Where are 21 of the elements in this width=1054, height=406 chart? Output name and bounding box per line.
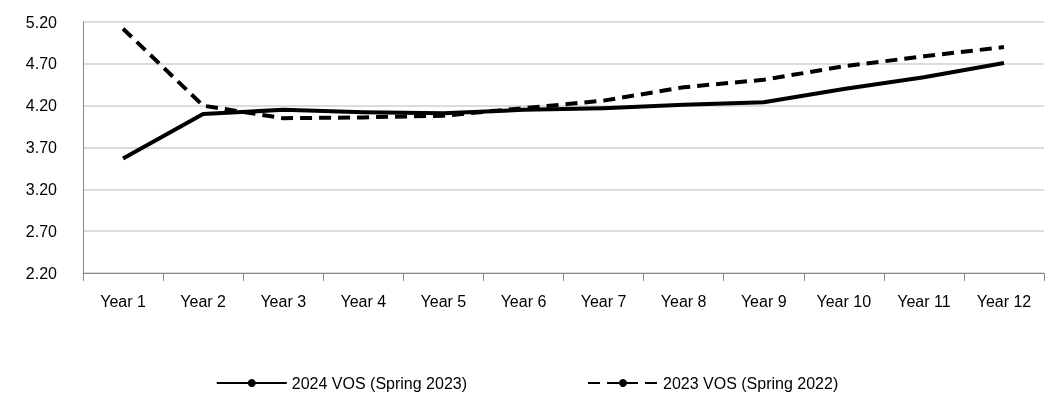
- x-tick-label: Year 11: [897, 292, 951, 310]
- x-tick-label: Year 10: [816, 292, 872, 310]
- x-tick-label: Year 3: [260, 292, 307, 310]
- y-tick-label: 5.20: [25, 13, 58, 31]
- y-tick-label: 3.20: [25, 180, 58, 198]
- x-tick-label: Year 1: [100, 292, 146, 310]
- y-tick-label: 4.70: [25, 55, 58, 73]
- x-tick-label: Year 9: [740, 292, 787, 310]
- x-tick-label: Year 5: [420, 292, 467, 310]
- y-tick-label: 2.20: [25, 264, 58, 282]
- y-tick-label: 3.70: [25, 139, 58, 156]
- x-tick-label: Year 4: [340, 292, 387, 310]
- x-tick-label: Year 7: [580, 292, 627, 310]
- legend-label: 2023 VOS (Spring 2022): [663, 374, 839, 392]
- x-tick-label: Year 12: [976, 292, 1032, 310]
- x-tick-label: Year 8: [660, 292, 707, 310]
- y-tick-label: 2.70: [25, 222, 58, 240]
- x-tick-label: Year 6: [500, 292, 547, 310]
- legend-label: 2024 VOS (Spring 2023): [291, 374, 467, 392]
- x-tick-label: Year 2: [180, 292, 227, 310]
- y-tick-label: 4.20: [25, 97, 58, 115]
